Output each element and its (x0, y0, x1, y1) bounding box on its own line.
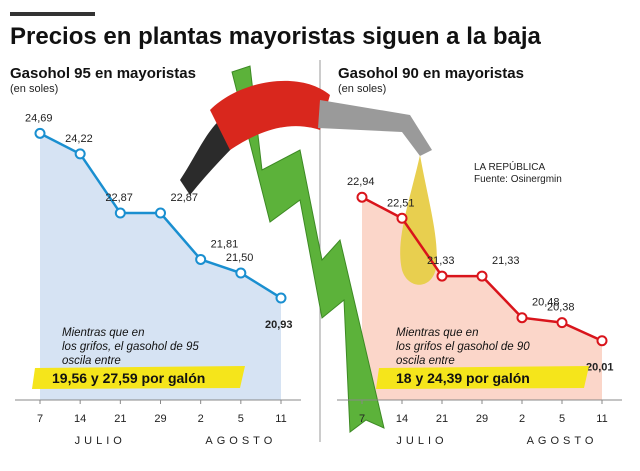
x-tick-label: 11 (275, 413, 286, 425)
highlight: 19,56 y 27,59 por galón (52, 370, 205, 386)
value-label: 20,48 (532, 297, 560, 309)
value-label: 22,51 (387, 197, 415, 209)
point (114, 207, 126, 219)
value-label: 21,33 (427, 255, 455, 267)
x-tick-label: 11 (596, 413, 607, 425)
point (396, 212, 408, 224)
point (74, 148, 86, 160)
point (596, 335, 608, 347)
point (356, 191, 368, 203)
month-label: AGOSTO (205, 435, 276, 447)
value-label: 24,22 (65, 133, 93, 145)
point (155, 207, 166, 219)
point (556, 317, 568, 329)
chart-subtitle: (en soles) (338, 83, 386, 95)
x-tick-label: 2 (198, 413, 204, 425)
point (436, 270, 448, 282)
x-tick-label: 29 (476, 413, 488, 425)
page-title: Precios en plantas mayoristas siguen a l… (10, 23, 542, 50)
month-label: JULIO (396, 435, 447, 447)
x-tick-label: 5 (238, 413, 244, 425)
value-label: 21,33 (492, 255, 520, 267)
month-label: JULIO (75, 435, 126, 447)
point (275, 292, 287, 304)
nozzle-tip (318, 100, 432, 156)
chart-title: Gasohol 90 en mayoristas (338, 65, 524, 82)
value-label: 20,01 (586, 362, 614, 374)
nozzle-body (210, 80, 330, 150)
value-label: 20,38 (547, 302, 575, 314)
note: los grifos, el gasohol de 95 (62, 341, 199, 353)
x-tick-label: 2 (519, 413, 525, 425)
note: Mientras que en (396, 327, 478, 339)
value-label: 22,94 (347, 176, 375, 188)
title-bar (10, 12, 95, 16)
value-label: 20,93 (265, 319, 293, 331)
note: oscila entre (62, 355, 121, 367)
note: Mientras que en (62, 327, 144, 339)
value-label: 22,87 (171, 192, 199, 204)
point (195, 253, 207, 265)
point (476, 270, 488, 282)
area (40, 133, 281, 400)
down-arrow (231, 65, 385, 433)
credit: LA REPÚBLICA (474, 160, 545, 173)
x-tick-label: 14 (74, 413, 86, 425)
x-tick-label: 21 (436, 413, 448, 425)
highlight-brush (376, 366, 589, 389)
highlight: 18 y 24,39 por galón (396, 370, 530, 386)
point (34, 127, 46, 139)
chart-subtitle: (en soles) (10, 83, 58, 95)
x-tick-label: 21 (114, 413, 126, 425)
value-label: 22,87 (105, 192, 133, 204)
x-tick-label: 7 (359, 413, 365, 425)
value-label: 24,69 (25, 112, 53, 124)
value-label: 21,50 (226, 252, 254, 264)
pump-illustration (180, 65, 437, 433)
point (516, 312, 528, 324)
note: oscila entre (396, 355, 455, 367)
x-tick-label: 5 (559, 413, 565, 425)
x-tick-label: 14 (396, 413, 408, 425)
point (235, 267, 247, 279)
drop (400, 155, 437, 285)
note: los grifos el gasohol de 90 (396, 341, 530, 353)
x-tick-label: 7 (37, 413, 43, 425)
x-tick-label: 29 (154, 413, 166, 425)
chart-title: Gasohol 95 en mayoristas (10, 65, 196, 82)
month-label: AGOSTO (527, 435, 598, 447)
source: Fuente: Osinergmin (474, 174, 562, 185)
value-label: 21,81 (211, 238, 239, 250)
highlight-brush (32, 366, 245, 389)
